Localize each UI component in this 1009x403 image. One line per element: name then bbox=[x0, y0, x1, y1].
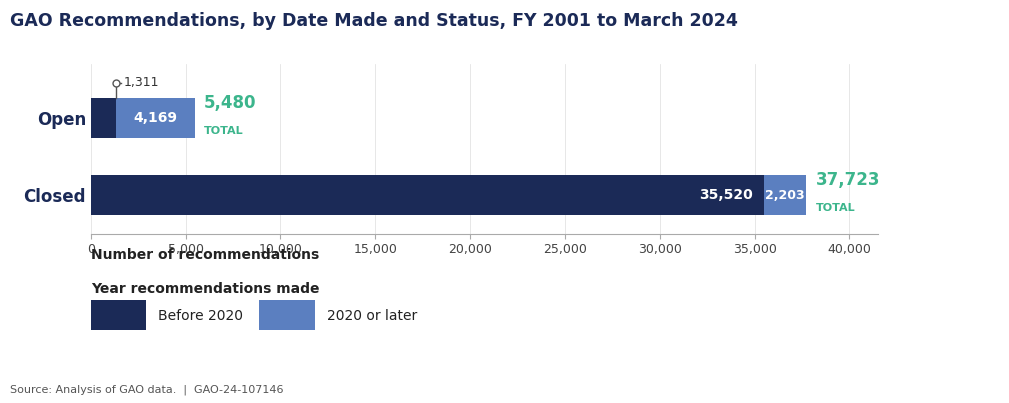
Text: 2020 or later: 2020 or later bbox=[327, 309, 417, 322]
Text: 4,169: 4,169 bbox=[133, 111, 178, 125]
Text: Number of recommendations: Number of recommendations bbox=[91, 248, 319, 262]
Text: 5,480: 5,480 bbox=[204, 94, 256, 112]
Text: TOTAL: TOTAL bbox=[204, 126, 244, 136]
Text: TOTAL: TOTAL bbox=[815, 203, 856, 213]
Text: 35,520: 35,520 bbox=[699, 188, 754, 202]
Bar bbox=[91, 175, 765, 215]
Bar bbox=[765, 175, 806, 215]
Text: GAO Recommendations, by Date Made and Status, FY 2001 to March 2024: GAO Recommendations, by Date Made and St… bbox=[10, 12, 738, 30]
Bar bbox=[91, 98, 116, 138]
Bar bbox=[116, 98, 195, 138]
Text: Before 2020: Before 2020 bbox=[158, 309, 243, 322]
Text: Year recommendations made: Year recommendations made bbox=[91, 282, 319, 296]
Text: 2,203: 2,203 bbox=[766, 189, 805, 202]
Text: 37,723: 37,723 bbox=[815, 171, 880, 189]
Text: 1,311: 1,311 bbox=[123, 77, 158, 89]
Text: Source: Analysis of GAO data.  |  GAO-24-107146: Source: Analysis of GAO data. | GAO-24-1… bbox=[10, 384, 284, 395]
